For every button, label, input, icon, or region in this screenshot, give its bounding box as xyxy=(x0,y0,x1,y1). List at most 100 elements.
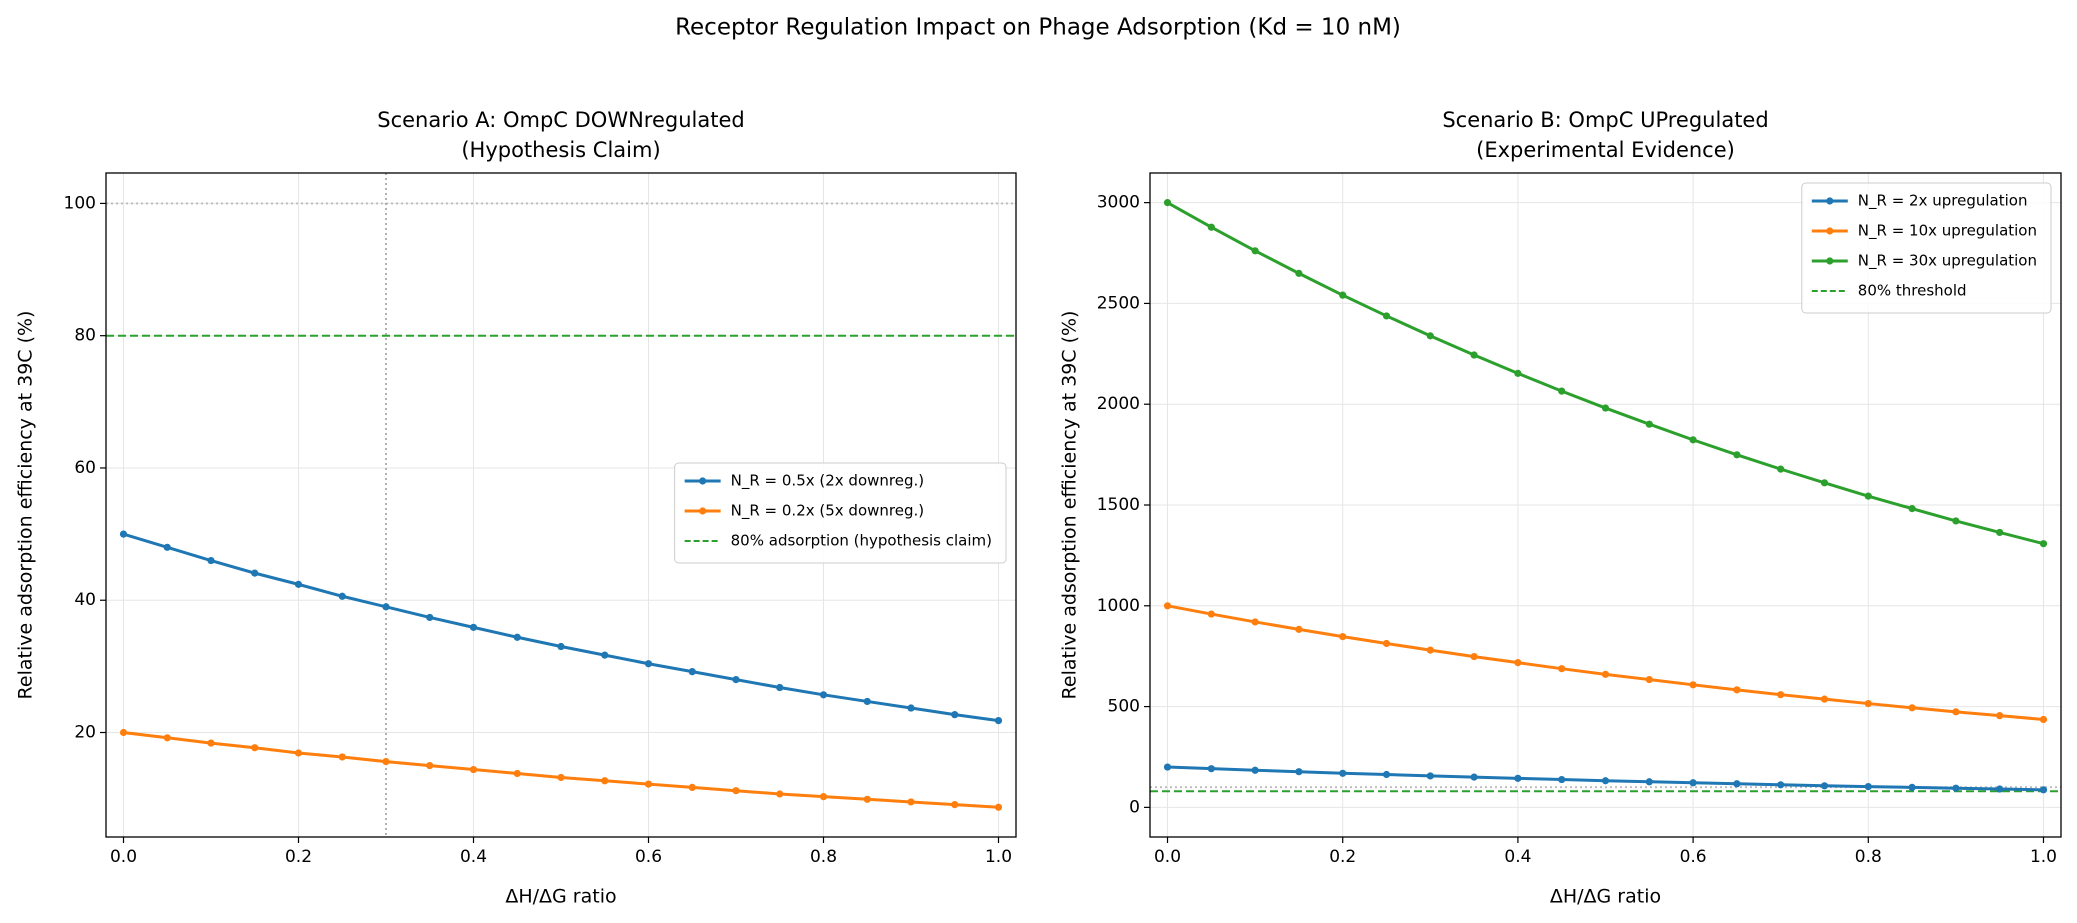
data-point xyxy=(1996,712,2004,720)
data-point xyxy=(1295,768,1303,776)
x-tick-label: 0.4 xyxy=(1504,847,1531,867)
legend: N_R = 0.5x (2x downreg.) N_R = 0.2x (5x d… xyxy=(674,462,1007,564)
data-point xyxy=(294,749,303,757)
axes-frame xyxy=(105,172,1017,838)
data-point xyxy=(1339,633,1347,641)
data-point xyxy=(1601,670,1610,678)
x-tick-label: 0.6 xyxy=(1680,847,1707,867)
x-tick-label: 0.0 xyxy=(1154,847,1181,867)
legend-box xyxy=(674,462,1007,564)
x-axis-label: ΔH/ΔG ratio xyxy=(1550,886,1661,908)
data-point xyxy=(819,793,828,801)
legend-marker xyxy=(1826,197,1834,205)
data-point xyxy=(688,668,696,676)
legend-label: 80% threshold xyxy=(1858,282,1967,300)
legend-label: N_R = 0.2x (5x downreg.) xyxy=(731,502,924,521)
data-point xyxy=(601,777,609,785)
data-point xyxy=(1733,686,1741,694)
data-point xyxy=(1470,351,1478,359)
data-point xyxy=(907,798,915,806)
axes-subtitle: (Experimental Evidence) xyxy=(1476,138,1735,162)
data-point xyxy=(1470,652,1478,661)
data-point xyxy=(1996,785,2004,793)
data-point xyxy=(557,773,565,782)
data-point xyxy=(251,744,259,752)
data-point xyxy=(1251,247,1259,255)
data-point xyxy=(1514,659,1522,667)
legend: N_R = 2x upregulation N_R = 10x upregulat… xyxy=(1801,182,2052,314)
x-tick-label: 0.2 xyxy=(285,847,312,867)
data-point xyxy=(382,758,390,766)
x-tick-label: 0.4 xyxy=(460,847,487,867)
series-line xyxy=(1167,604,2044,721)
data-point xyxy=(1426,332,1434,340)
data-point xyxy=(119,728,128,737)
y-axis-label: Relative adsorption efficiency at 39C (%… xyxy=(15,311,37,700)
data-point xyxy=(2039,540,2048,548)
figure-title: Receptor Regulation Impact on Phage Adso… xyxy=(675,15,1401,41)
legend-label: 80% adsorption (hypothesis claim) xyxy=(731,532,992,550)
data-point xyxy=(382,603,390,611)
data-point xyxy=(1470,773,1478,781)
data-point xyxy=(163,734,171,742)
y-tick-label: 0 xyxy=(1129,797,1140,817)
data-point xyxy=(1645,420,1653,428)
x-tick-label: 1.0 xyxy=(2030,847,2057,867)
data-point xyxy=(1426,646,1434,654)
y-tick-label: 2000 xyxy=(1097,394,1140,414)
y-tick-label: 1500 xyxy=(1097,495,1140,515)
y-tick-label: 100 xyxy=(64,193,96,213)
data-point xyxy=(907,704,915,712)
legend-label: N_R = 30x upregulation xyxy=(1858,252,2037,271)
x-tick-label: 0.8 xyxy=(810,847,837,867)
y-tick-label: 3000 xyxy=(1097,193,1140,213)
data-point xyxy=(1163,763,1172,771)
data-point xyxy=(1382,770,1391,779)
y-tick-label: 80 xyxy=(74,326,96,346)
y-tick-label: 20 xyxy=(74,723,96,743)
data-point xyxy=(1251,766,1259,774)
data-point xyxy=(1777,781,1785,789)
data-point xyxy=(1733,451,1741,459)
y-tick-label: 40 xyxy=(74,590,96,610)
data-point xyxy=(469,623,478,631)
data-point xyxy=(1207,765,1215,773)
legend-marker xyxy=(1826,257,1834,265)
data-point xyxy=(1601,777,1610,785)
data-point xyxy=(513,633,521,641)
data-point xyxy=(1777,691,1785,699)
data-point xyxy=(1251,618,1259,626)
data-point xyxy=(426,761,434,770)
legend-label: N_R = 10x upregulation xyxy=(1858,222,2037,241)
data-point xyxy=(994,803,1003,811)
data-point xyxy=(557,642,565,651)
x-tick-label: 0.6 xyxy=(635,847,662,867)
data-point xyxy=(2039,715,2048,724)
data-point xyxy=(338,592,346,600)
data-point xyxy=(1163,602,1172,610)
data-point xyxy=(644,660,653,668)
legend-label: N_R = 0.5x (2x downreg.) xyxy=(731,472,924,491)
data-point xyxy=(1908,783,1916,792)
data-point xyxy=(207,556,215,565)
data-point xyxy=(1207,223,1215,231)
legend-marker xyxy=(699,507,707,515)
data-point xyxy=(1514,369,1522,377)
data-point xyxy=(951,800,959,809)
axes-title: Scenario A: OmpC DOWNregulated xyxy=(377,108,744,132)
legend-marker xyxy=(1826,227,1834,235)
data-point xyxy=(1820,479,1829,487)
data-point xyxy=(601,651,609,659)
x-tick-label: 0.2 xyxy=(1329,847,1356,867)
data-point xyxy=(1733,780,1741,788)
data-point xyxy=(2039,786,2048,794)
data-point xyxy=(1601,404,1610,412)
data-point xyxy=(732,787,740,795)
data-point xyxy=(1864,699,1872,708)
data-point xyxy=(863,795,871,803)
y-tick-label: 60 xyxy=(74,458,96,478)
data-point xyxy=(951,711,959,719)
y-axis-label: Relative adsorption efficiency at 39C (%… xyxy=(1059,311,1081,700)
